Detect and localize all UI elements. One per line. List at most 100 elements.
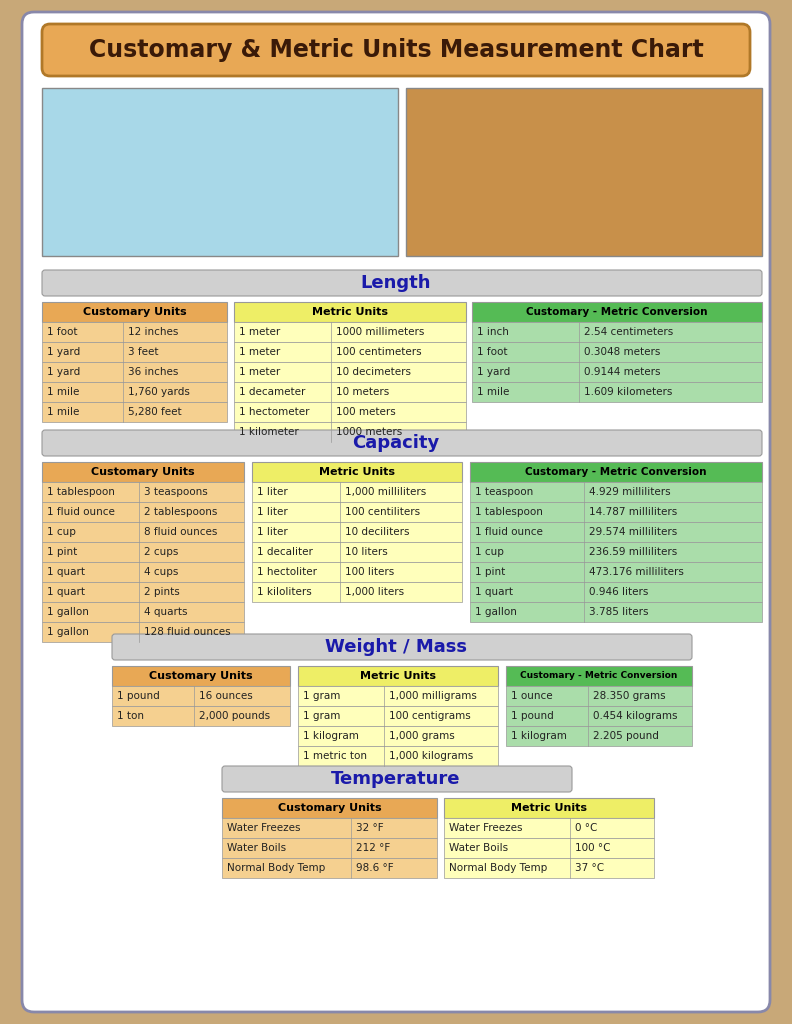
Bar <box>470 602 762 622</box>
Bar <box>42 462 244 482</box>
Text: 1 gram: 1 gram <box>303 711 341 721</box>
Text: 1 meter: 1 meter <box>239 367 280 377</box>
Bar <box>472 322 762 342</box>
Text: Metric Units: Metric Units <box>511 803 587 813</box>
Text: 10 deciliters: 10 deciliters <box>345 527 409 537</box>
Text: 8 fluid ounces: 8 fluid ounces <box>144 527 217 537</box>
Bar <box>42 602 244 622</box>
Text: 1 tablespoon: 1 tablespoon <box>475 507 543 517</box>
Bar <box>298 706 498 726</box>
Text: 100 liters: 100 liters <box>345 567 394 577</box>
Bar <box>444 798 654 818</box>
Text: Customary Units: Customary Units <box>91 467 195 477</box>
Text: 32 °F: 32 °F <box>356 823 383 833</box>
Text: 212 °F: 212 °F <box>356 843 390 853</box>
Text: 2 pints: 2 pints <box>144 587 180 597</box>
Text: 1,000 liters: 1,000 liters <box>345 587 405 597</box>
Text: Water Boils: Water Boils <box>227 843 286 853</box>
Text: 29.574 milliliters: 29.574 milliliters <box>589 527 677 537</box>
Bar <box>222 818 437 838</box>
Bar <box>252 462 462 482</box>
Bar <box>222 858 437 878</box>
Text: 1 meter: 1 meter <box>239 347 280 357</box>
Bar <box>42 402 227 422</box>
Bar <box>252 562 462 582</box>
Text: 1 foot: 1 foot <box>47 327 78 337</box>
Bar <box>406 88 762 256</box>
Text: 12 inches: 12 inches <box>128 327 179 337</box>
Text: 1 cup: 1 cup <box>475 547 504 557</box>
Text: Water Freezes: Water Freezes <box>227 823 300 833</box>
Bar <box>112 666 290 686</box>
Bar <box>42 482 244 502</box>
Text: 1 gallon: 1 gallon <box>475 607 517 617</box>
Text: 1 gallon: 1 gallon <box>47 627 89 637</box>
Bar <box>42 88 398 256</box>
Text: Customary - Metric Conversion: Customary - Metric Conversion <box>526 307 708 317</box>
Text: 2 tablespoons: 2 tablespoons <box>144 507 217 517</box>
Bar <box>298 746 498 766</box>
Text: 28.350 grams: 28.350 grams <box>593 691 665 701</box>
Bar <box>472 302 762 322</box>
Text: 1 decaliter: 1 decaliter <box>257 547 313 557</box>
Text: 1 liter: 1 liter <box>257 527 287 537</box>
Text: 36 inches: 36 inches <box>128 367 179 377</box>
Text: 100 centimeters: 100 centimeters <box>337 347 422 357</box>
Bar <box>42 342 227 362</box>
Bar <box>234 362 466 382</box>
Bar <box>506 666 692 686</box>
Text: 16 ounces: 16 ounces <box>199 691 253 701</box>
Text: 37 °C: 37 °C <box>575 863 604 873</box>
Text: 1 tablespoon: 1 tablespoon <box>47 487 115 497</box>
Bar <box>472 362 762 382</box>
Text: 10 decimeters: 10 decimeters <box>337 367 411 377</box>
Text: Metric Units: Metric Units <box>360 671 436 681</box>
Bar <box>234 302 466 322</box>
Text: 1 decameter: 1 decameter <box>239 387 306 397</box>
Text: Normal Body Temp: Normal Body Temp <box>449 863 547 873</box>
Text: 1,000 grams: 1,000 grams <box>389 731 455 741</box>
Bar <box>470 522 762 542</box>
Bar <box>470 482 762 502</box>
Text: 1 ton: 1 ton <box>117 711 144 721</box>
Text: 1 pound: 1 pound <box>511 711 554 721</box>
Bar <box>470 502 762 522</box>
Text: 1 cup: 1 cup <box>47 527 76 537</box>
Bar <box>506 706 692 726</box>
Text: Customary Units: Customary Units <box>149 671 253 681</box>
Text: Customary & Metric Units Measurement Chart: Customary & Metric Units Measurement Cha… <box>89 38 703 62</box>
Text: Metric Units: Metric Units <box>312 307 388 317</box>
Text: 1 ounce: 1 ounce <box>511 691 553 701</box>
Text: 2 cups: 2 cups <box>144 547 178 557</box>
Bar <box>42 302 227 322</box>
Bar <box>42 522 244 542</box>
FancyBboxPatch shape <box>222 766 572 792</box>
Text: 1.609 kilometers: 1.609 kilometers <box>584 387 672 397</box>
Text: 1,760 yards: 1,760 yards <box>128 387 190 397</box>
Text: 100 meters: 100 meters <box>337 407 396 417</box>
Text: 0.9144 meters: 0.9144 meters <box>584 367 661 377</box>
Bar <box>472 342 762 362</box>
Text: Metric Units: Metric Units <box>319 467 395 477</box>
FancyBboxPatch shape <box>42 24 750 76</box>
Bar <box>42 562 244 582</box>
Text: 236.59 milliliters: 236.59 milliliters <box>589 547 677 557</box>
Text: 1 inch: 1 inch <box>477 327 509 337</box>
Bar <box>506 686 692 706</box>
Text: 1000 meters: 1000 meters <box>337 427 402 437</box>
Text: 1 teaspoon: 1 teaspoon <box>475 487 533 497</box>
Bar <box>470 542 762 562</box>
Bar <box>252 502 462 522</box>
Text: 4 quarts: 4 quarts <box>144 607 188 617</box>
Text: 14.787 milliliters: 14.787 milliliters <box>589 507 677 517</box>
Text: 5,280 feet: 5,280 feet <box>128 407 182 417</box>
Text: 1,000 milliliters: 1,000 milliliters <box>345 487 426 497</box>
Text: 1 quart: 1 quart <box>475 587 513 597</box>
Text: 1 mile: 1 mile <box>47 387 79 397</box>
FancyBboxPatch shape <box>42 430 762 456</box>
Text: 0 °C: 0 °C <box>575 823 597 833</box>
Bar <box>234 322 466 342</box>
Text: 1 kilogram: 1 kilogram <box>511 731 567 741</box>
Text: 1 pint: 1 pint <box>475 567 505 577</box>
Text: 1 kilogram: 1 kilogram <box>303 731 359 741</box>
